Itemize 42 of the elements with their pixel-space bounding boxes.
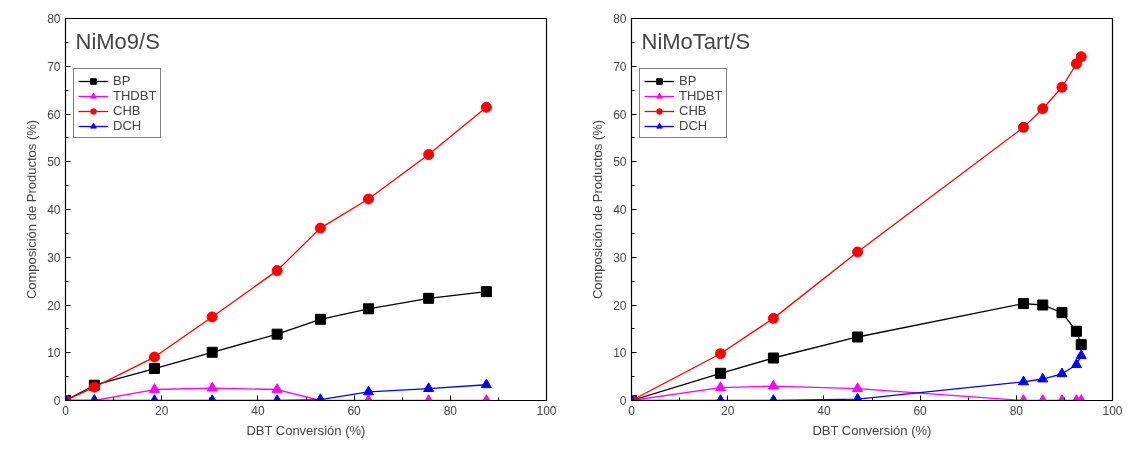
y-axis-title: Composición de Productos (%) xyxy=(590,119,606,300)
y-tick-label: 70 xyxy=(47,59,61,74)
y-tick-label: 0 xyxy=(619,394,627,408)
x-tick-label: 80 xyxy=(443,403,458,418)
y-tick-label: 50 xyxy=(47,155,61,170)
y-tick-label: 10 xyxy=(613,346,627,361)
x-tick-label: 100 xyxy=(1102,403,1123,418)
legend-label: THDBT xyxy=(679,88,723,103)
x-tick-label: 40 xyxy=(251,403,265,418)
y-tick-label: 30 xyxy=(613,250,627,265)
x-tick-label: 80 xyxy=(1009,403,1024,418)
y-tick-label: 50 xyxy=(613,155,627,170)
y-tick-label: 30 xyxy=(47,250,61,265)
y-axis-title: Composición de Productos (%) xyxy=(24,119,40,300)
legend-label: BP xyxy=(679,73,698,88)
x-tick-label: 60 xyxy=(347,403,362,418)
legend-label: DCH xyxy=(113,118,142,133)
legend-label: THDBT xyxy=(113,88,157,103)
legend-label: CHB xyxy=(679,103,707,118)
x-axis-title: DBT Conversión (%) xyxy=(246,422,366,438)
y-tick-label: 20 xyxy=(613,298,627,313)
x-axis-title: DBT Conversión (%) xyxy=(812,422,932,438)
y-tick-label: 40 xyxy=(47,203,61,217)
y-tick-label: 80 xyxy=(613,12,627,26)
y-tick-label: 60 xyxy=(613,107,627,122)
legend-label: CHB xyxy=(113,103,141,118)
legend-label: BP xyxy=(113,73,132,88)
legend-label: DCH xyxy=(679,118,708,133)
text: NiMoTart/S xyxy=(641,28,751,54)
x-tick-label: 20 xyxy=(155,403,169,418)
y-tick-label: 80 xyxy=(47,12,61,26)
y-tick-label: 60 xyxy=(47,107,61,122)
text: NiMo9/S xyxy=(75,28,160,54)
x-tick-label: 100 xyxy=(536,403,557,418)
y-tick-label: 20 xyxy=(47,298,61,313)
y-tick-label: 0 xyxy=(53,394,61,408)
x-tick-label: 20 xyxy=(721,403,735,418)
x-tick-label: 40 xyxy=(817,403,831,418)
y-tick-label: 40 xyxy=(613,203,627,217)
y-tick-label: 10 xyxy=(47,346,61,361)
x-tick-label: 60 xyxy=(913,403,928,418)
y-tick-label: 70 xyxy=(613,59,627,74)
